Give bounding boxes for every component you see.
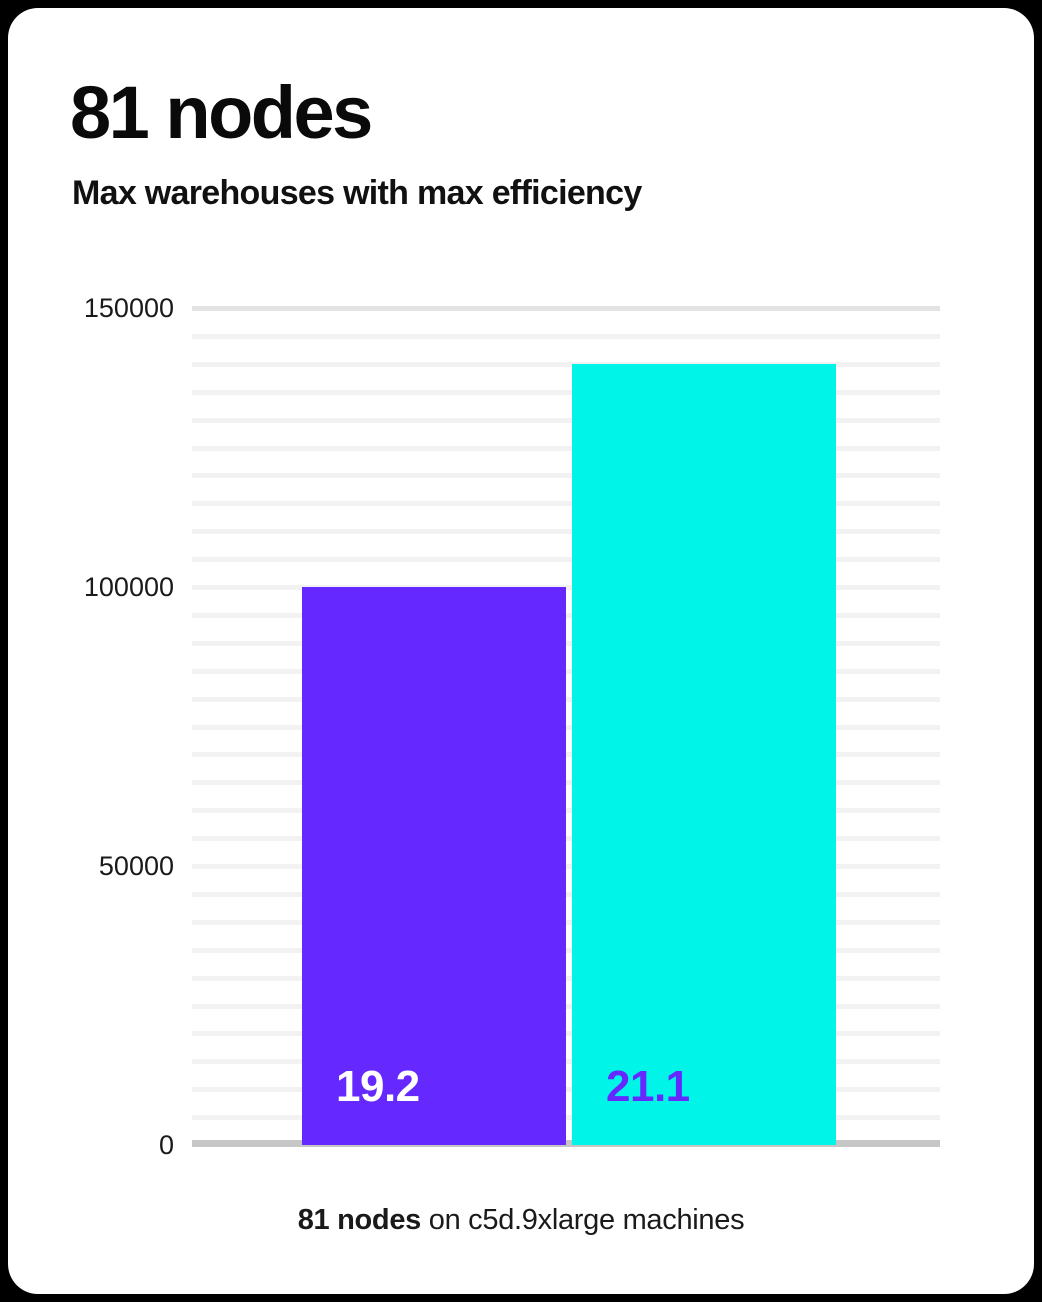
y-axis: 150000 100000 50000 0 [8,8,174,1294]
bar: 21.1 [572,363,836,1145]
y-axis-tick-label: 50000 [98,851,174,881]
caption-bold: 81 nodes [297,1204,422,1236]
gridline [192,306,940,311]
gridline [192,1003,940,1009]
gridline [192,780,940,786]
gridline [192,361,940,367]
bar: 19.2 [302,587,566,1145]
gridline [192,891,940,897]
gridline [192,1031,940,1037]
gridline [192,585,940,590]
gridline [192,1059,940,1065]
gridline [192,668,940,674]
gridline [192,612,940,618]
y-axis-tick-label: 150000 [83,293,174,323]
gridline [192,640,940,646]
gridline [192,1087,940,1093]
caption-rest: on c5d.9xlarge machines [421,1204,745,1236]
y-axis-tick-label: 0 [158,1130,174,1160]
gridline [192,501,940,507]
gridline [192,724,940,730]
bar-value-label: 19.2 [336,1062,420,1111]
gridline [192,947,940,953]
gridline [192,864,940,869]
y-axis-tick-label: 100000 [83,572,174,602]
gridline [192,417,940,423]
page-subtitle: Max warehouses with max efficiency [72,174,642,212]
chart-gridlines [192,306,940,1145]
gridline [192,752,940,758]
gridline [192,919,940,925]
gridline [192,836,940,842]
bar-value-label: 21.1 [606,1062,690,1111]
chart-caption: 81 nodes on c5d.9xlarge machines [8,1204,1034,1237]
page-title: 81 nodes [70,71,373,154]
gridline [192,1115,940,1121]
chart-bars: 19.2 21.1 [192,308,940,1145]
gridline [192,696,940,702]
gridline [192,975,940,981]
x-axis-line [192,1140,940,1147]
gridline [192,557,940,563]
gridline [192,529,940,535]
gridline [192,445,940,451]
gridline [192,808,940,814]
gridline [192,389,940,395]
gridline [192,333,940,339]
chart-card: 81 nodes Max warehouses with max efficie… [8,8,1034,1294]
gridline [192,473,940,479]
